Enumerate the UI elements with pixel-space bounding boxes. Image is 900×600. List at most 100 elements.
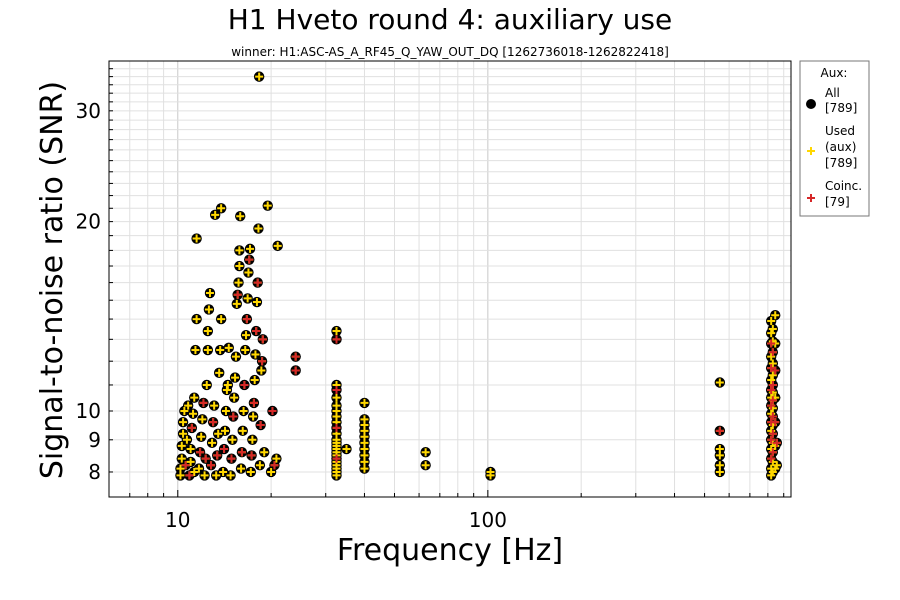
point-used-aux — [768, 359, 777, 368]
point-used-aux — [186, 445, 195, 454]
chart-subtitle: winner: H1:ASC-AS_A_RF45_Q_YAW_OUT_DQ [1… — [231, 45, 669, 59]
point-coinc — [767, 454, 776, 463]
x-tick-label: 10 — [165, 508, 190, 532]
point-used-aux — [236, 212, 245, 221]
point-used-aux — [205, 289, 214, 298]
point-used-aux — [342, 445, 351, 454]
point-coinc — [332, 385, 341, 394]
legend-count-all: [789] — [825, 101, 857, 115]
legend-box — [799, 60, 870, 217]
point-coinc — [229, 412, 238, 421]
point-used-aux — [267, 467, 276, 476]
point-used-aux — [263, 201, 272, 210]
point-used-aux — [254, 224, 263, 233]
point-used-aux — [190, 467, 199, 476]
point-used-aux — [215, 368, 224, 377]
point-used-aux — [767, 352, 776, 361]
point-used-aux — [230, 393, 239, 402]
point-coinc — [220, 445, 229, 454]
point-used-aux — [217, 204, 226, 213]
point-coinc — [213, 451, 222, 460]
point-used-aux — [715, 378, 724, 387]
point-coinc — [240, 380, 249, 389]
point-coinc — [332, 454, 341, 463]
point-used-aux — [767, 376, 776, 385]
point-coinc — [768, 396, 777, 405]
point-used-aux — [192, 315, 201, 324]
legend-title: Aux: — [821, 66, 848, 80]
point-used-aux — [204, 305, 213, 314]
point-coinc — [209, 418, 218, 427]
point-used-aux — [184, 401, 193, 410]
point-used-aux — [176, 464, 185, 473]
point-used-aux — [232, 299, 241, 308]
point-used-aux — [260, 448, 269, 457]
point-used-aux — [767, 329, 776, 338]
point-coinc — [227, 454, 236, 463]
point-used-aux — [251, 350, 260, 359]
point-used-aux — [246, 467, 255, 476]
plot-area: 10 100 8 9 10 20 30 — [76, 60, 792, 532]
point-used-aux — [217, 315, 226, 324]
point-used-aux — [200, 471, 209, 480]
point-coinc — [767, 435, 776, 444]
point-coinc — [258, 357, 267, 366]
point-coinc — [196, 448, 205, 457]
point-used-aux — [176, 471, 185, 480]
legend-marker-circle — [806, 99, 816, 109]
point-used-aux — [219, 467, 228, 476]
point-used-aux — [186, 457, 195, 466]
point-used-aux — [273, 241, 282, 250]
point-used-aux — [332, 327, 341, 336]
legend-entry-all: All [789] — [806, 86, 857, 115]
point-coinc — [768, 429, 777, 438]
point-used-aux — [248, 435, 257, 444]
point-used-aux — [244, 268, 253, 277]
point-coinc — [249, 398, 258, 407]
point-used-aux — [216, 346, 225, 355]
y-tick-label: 10 — [76, 399, 101, 423]
point-used-aux — [191, 346, 200, 355]
point-coinc — [771, 366, 780, 375]
point-used-aux — [214, 429, 223, 438]
y-tick-label: 20 — [76, 210, 101, 234]
point-coinc — [332, 423, 341, 432]
point-used-aux — [486, 467, 495, 476]
point-used-aux — [249, 412, 258, 421]
point-used-aux — [179, 429, 188, 438]
point-used-aux — [768, 371, 777, 380]
point-coinc — [268, 407, 277, 416]
point-used-aux — [197, 432, 206, 441]
point-used-aux — [203, 346, 212, 355]
legend: Aux: All [789] Used (aux) [789] Coinc. [… — [799, 60, 870, 217]
point-used-aux — [198, 415, 207, 424]
point-coinc — [270, 461, 279, 470]
point-used-aux — [180, 407, 189, 416]
point-used-aux — [241, 346, 250, 355]
point-used-aux — [208, 438, 217, 447]
point-coinc — [258, 335, 267, 344]
point-used-aux — [235, 246, 244, 255]
point-used-aux — [250, 376, 259, 385]
point-used-aux — [210, 401, 219, 410]
point-used-aux — [242, 331, 251, 340]
legend-entry-used: Used (aux) [789] — [807, 124, 857, 170]
point-coinc — [772, 438, 781, 447]
point-used-aux — [179, 418, 188, 427]
point-coinc — [207, 461, 216, 470]
point-used-aux — [238, 426, 247, 435]
point-used-aux — [231, 373, 240, 382]
point-coinc — [247, 451, 256, 460]
plot-frame — [108, 60, 792, 498]
point-used-aux — [177, 454, 186, 463]
point-coinc — [185, 471, 194, 480]
point-used-aux — [223, 380, 232, 389]
point-coinc — [256, 421, 265, 430]
legend-marker-plus-red — [807, 194, 815, 202]
point-used-aux — [192, 234, 201, 243]
x-tick-label: 100 — [469, 508, 507, 532]
point-used-aux — [771, 311, 780, 320]
point-coinc — [187, 423, 196, 432]
point-used-aux — [360, 398, 369, 407]
point-used-aux — [221, 426, 230, 435]
